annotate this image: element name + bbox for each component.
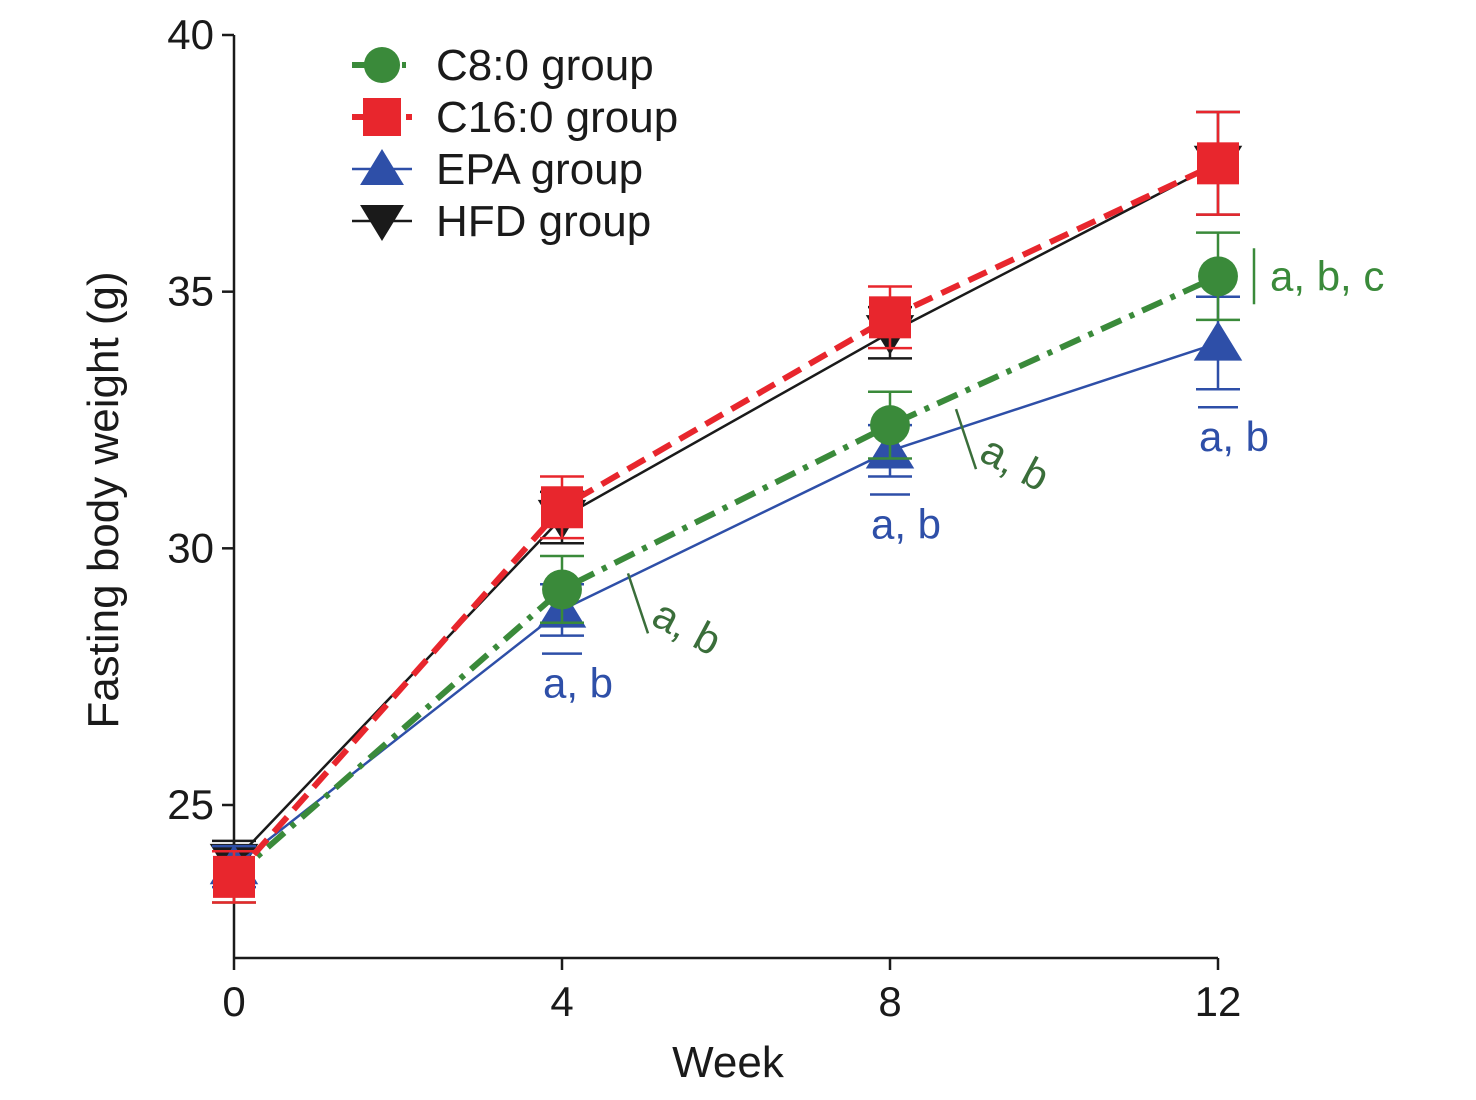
c8-0-group-point-4: [542, 569, 582, 610]
legend-marker-hfd-group: [360, 205, 404, 241]
legend-label-epa-group: EPA group: [436, 145, 643, 194]
legend-label-c16-0-group: C16:0 group: [436, 93, 678, 142]
x-tick-label-0: 0: [222, 978, 245, 1025]
legend-marker-c8-0-group: [363, 46, 401, 84]
hfd-group-line: [233, 162, 1219, 863]
annotation-1: a, b: [626, 573, 729, 664]
y-axis-title: Fasting body weight (g): [79, 271, 128, 728]
significance-annotations: a, b a, b a, b a, b a, b a, b, c: [542, 248, 1384, 707]
legend-item-hfd-group: HFD group: [352, 197, 651, 246]
legend-item-c8-0-group: C8:0 group: [352, 41, 654, 90]
y-tick-label-30: 30: [167, 524, 214, 571]
annotation-label-2: a, b: [871, 500, 941, 547]
c16-0-group-point-8: [869, 296, 911, 339]
y-tick-label-40: 40: [167, 11, 214, 58]
annotation-label-4: a, b: [1199, 413, 1269, 460]
c16-0-group-line: [231, 160, 1220, 879]
annotation-3: a, b: [954, 408, 1057, 500]
x-ticks: 0 4 8 12: [222, 958, 1241, 1025]
annotation-label-5: a, b, c: [1270, 252, 1384, 299]
c16-0-group-point-4: [541, 486, 583, 529]
annotation-bar-1: [626, 573, 650, 634]
annotation-bar-3: [954, 408, 978, 470]
legend-label-hfd-group: HFD group: [436, 197, 651, 246]
epa-group-point-12: [1193, 320, 1243, 361]
annotation-2: a, b: [870, 493, 941, 547]
epa-group-line: [233, 341, 1219, 868]
c16-0-group-point-12: [1197, 142, 1239, 185]
legend-label-c8-0-group: C8:0 group: [436, 41, 654, 90]
c8-0-group-point-8: [870, 405, 910, 446]
y-tick-label-35: 35: [167, 268, 214, 315]
annotation-5: a, b, c: [1252, 248, 1384, 305]
c8-0-group-point-12: [1198, 256, 1238, 297]
c8-0-group-line: [232, 273, 1220, 880]
legend-item-epa-group: EPA group: [352, 145, 643, 194]
plot-area: [209, 110, 1243, 904]
x-tick-label-12: 12: [1195, 978, 1242, 1025]
series-c8-0-group: [212, 231, 1240, 904]
x-tick-label-4: 4: [550, 978, 573, 1025]
legend-marker-epa-group: [360, 149, 404, 185]
x-axis-title: Week: [672, 1038, 785, 1087]
annotation-0: a, b: [542, 652, 613, 707]
x-tick-label-8: 8: [878, 978, 901, 1025]
legend-item-c16-0-group: C16:0 group: [352, 93, 678, 142]
annotation-label-1: a, b: [645, 590, 729, 664]
series-epa-group: [209, 295, 1243, 889]
c16-0-group-point-0: [213, 855, 255, 898]
y-tick-label-25: 25: [167, 781, 214, 828]
annotation-4: a, b: [1198, 405, 1269, 460]
annotation-label-3: a, b: [973, 426, 1057, 500]
y-ticks: 25 30 35 40: [167, 11, 234, 828]
legend-marker-c16-0-group: [363, 98, 401, 136]
series-c16-0-group: [212, 110, 1240, 904]
annotation-label-0: a, b: [543, 660, 613, 707]
